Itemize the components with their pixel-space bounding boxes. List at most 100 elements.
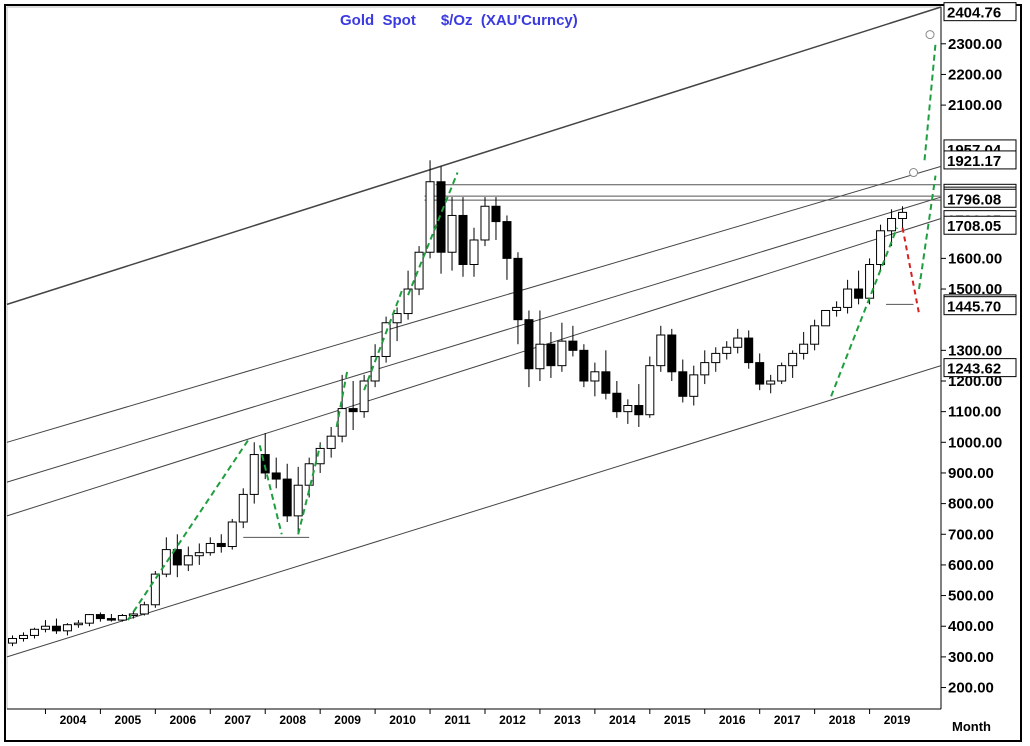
y-tick-label: 800.00 [948,496,994,513]
x-tick-label: 2016 [719,713,746,727]
y-tick-label: 2300.00 [948,36,1002,53]
marker-circle [925,30,935,40]
candle-body [458,214,468,266]
y-price-box [943,150,1017,170]
candle-body [568,340,578,351]
candle-body [579,349,589,382]
candle-body [260,454,270,474]
y-price-label: 1796.08 [947,191,1001,208]
x-axis: 2004 2005 2006 2007 2008 2009 2010 2011 2012 2013… [44,709,911,727]
y-tick-label: 1500.00 [948,281,1002,298]
candle-body [766,380,776,385]
green-arrow-5 [363,288,404,391]
green-arrow-1 [127,438,250,621]
x-tick-label: 2015 [664,713,691,727]
candle-body [645,365,655,416]
candle-body [172,549,182,566]
candle-body [535,343,545,370]
candle-body [150,573,160,606]
trendline-5 [6,365,942,658]
candle-body [216,542,226,548]
candle-body [271,472,281,480]
y-axis: 200.00 300.00 400.00 500.00 600.00 700.00 800.… [941,2,1017,697]
green-arrow-6 [407,172,459,296]
x-tick-label: 2014 [609,713,636,727]
candle-body [876,230,886,266]
candle-body [249,454,259,495]
candle-body [491,205,501,223]
candle-body [898,211,908,220]
candle-body [601,371,611,394]
candle-body [843,288,853,308]
candle-body [447,214,457,253]
candle-body [227,521,237,548]
marker-circle [909,168,919,178]
y-price-box [943,188,1017,208]
candle-body [832,306,842,311]
candle-body [436,181,446,253]
green-arrow-2 [258,445,283,535]
trendline-4 [6,218,942,517]
candle-body [755,362,765,385]
y-tick-label: 1300.00 [948,342,1002,359]
trendlines [6,6,942,658]
trendline-1 [6,6,942,306]
x-tick-label: 2007 [224,713,251,727]
x-tick-label: 2019 [884,713,911,727]
candle-body [370,355,380,382]
candle-body [205,542,215,554]
y-tick-label: 900.00 [948,465,994,482]
y-price-box [943,358,1017,378]
y-price-label: 2404.76 [947,5,1001,22]
x-tick-label: 2012 [499,713,526,727]
candle-body [282,478,292,517]
candle-body [810,325,820,345]
candle-body [733,337,743,348]
y-tick-label: 1600.00 [948,250,1002,267]
candle-body [128,613,138,617]
candle-body [414,251,424,290]
y-tick-label: 1000.00 [948,434,1002,451]
candle-body [634,405,644,416]
candle-body [29,628,39,636]
x-tick-label: 2011 [444,713,470,727]
candle-body [744,337,754,364]
candle-body [469,239,479,266]
y-price-label: 1921.17 [947,153,1001,170]
candle-body [315,447,325,465]
y-tick-label: 2200.00 [948,66,1002,83]
y-price-label: 1708.05 [947,218,1001,235]
candle-body [612,392,622,413]
y-price-box [943,215,1017,235]
trendline-2 [6,165,942,443]
x-tick-label: 2009 [334,713,361,727]
candle-body [95,614,105,620]
x-tick-label: 2017 [774,713,801,727]
y-tick-label: 300.00 [948,649,994,666]
candle-body [590,371,600,382]
candle-body [678,371,688,397]
candle-body [887,218,897,232]
candle-body [502,221,512,259]
candle-body [117,615,127,621]
candle-body [139,604,149,615]
candle-body [513,257,523,321]
candle-body [84,614,94,624]
y-tick-label: 200.00 [948,680,994,697]
candle-body [711,352,721,364]
candle-body [667,334,677,373]
candle-body [40,625,50,630]
y-tick-label: 2100.00 [948,97,1002,114]
candle-body [480,205,490,241]
candle-body [62,624,72,632]
candle-body [348,408,358,413]
green-arrow-8 [918,175,937,290]
y-price-box [943,296,1017,316]
candle-body [788,352,798,367]
y-tick-label: 500.00 [948,588,994,605]
candle-body [51,625,61,632]
candle-body [524,319,534,370]
y-price-label: 1445.70 [947,299,1001,316]
candlestick-series [7,160,908,647]
